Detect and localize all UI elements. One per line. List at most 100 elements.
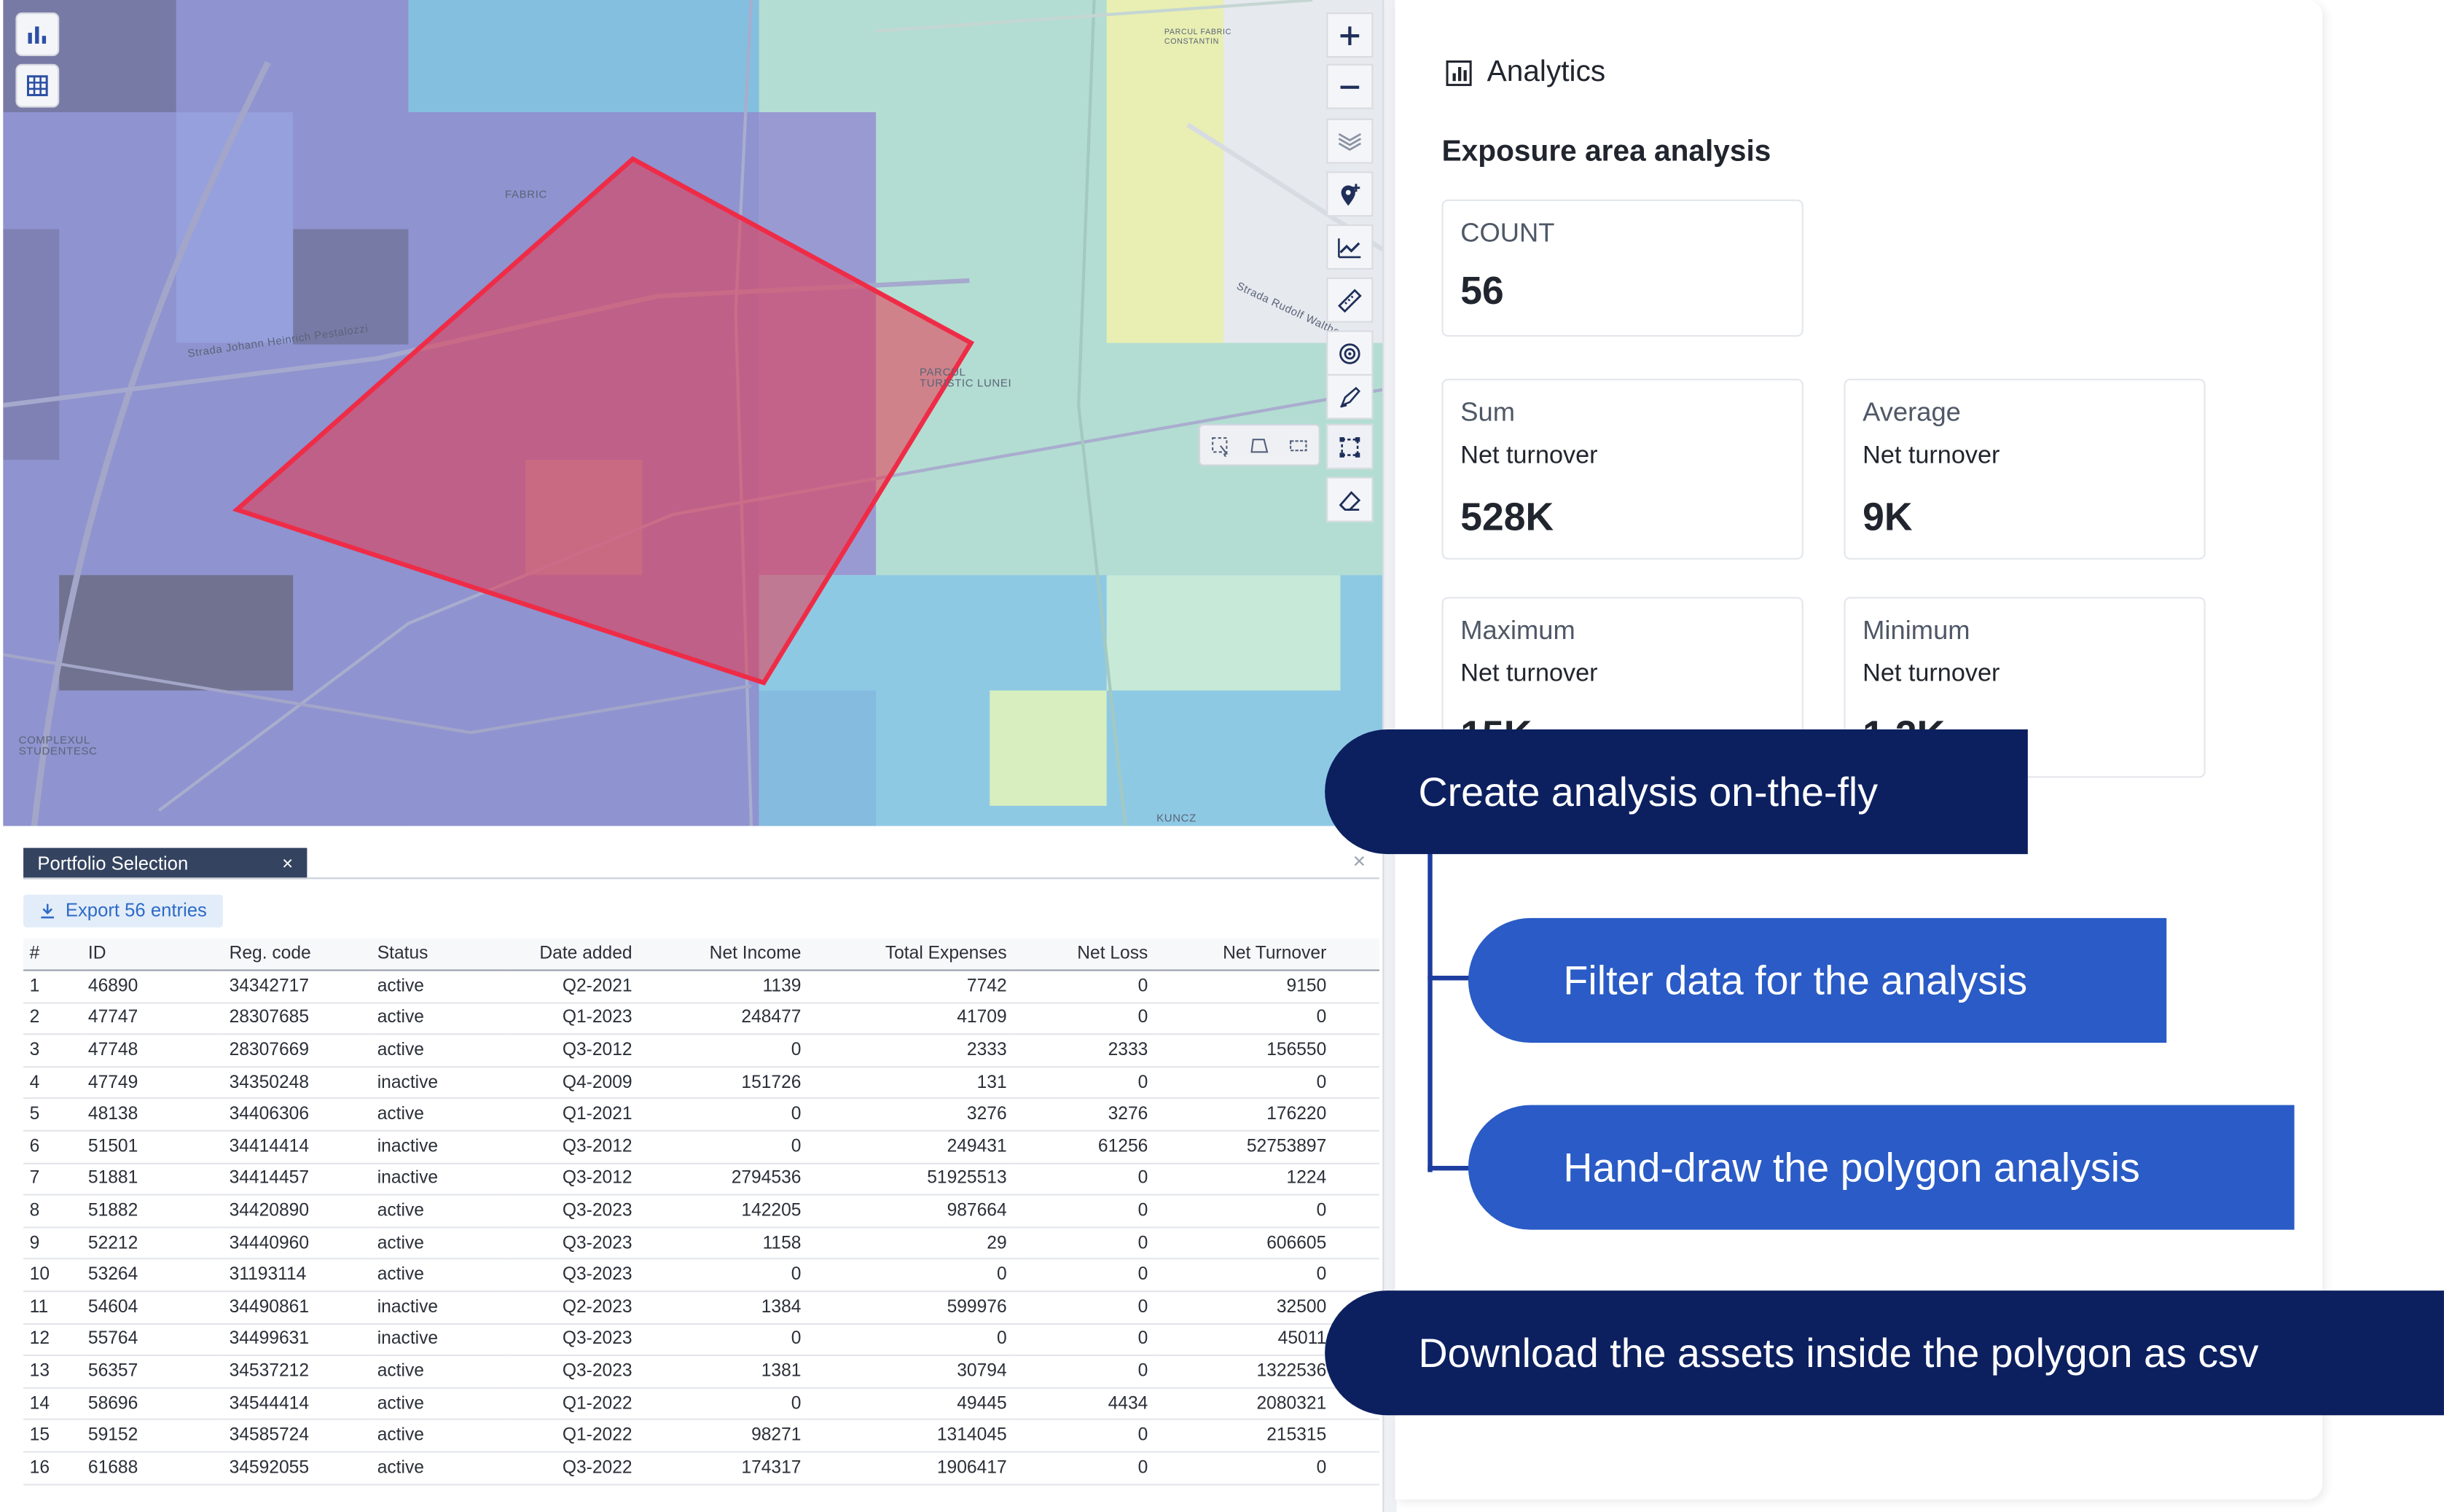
table-cell: 0 [1013,1291,1154,1325]
chart-line-button[interactable] [1326,224,1374,270]
table-row[interactable]: 3 47748 28307669 active Q3-2012 0 2333 2333 1565… [23,1034,1380,1068]
table-cell: active [371,1387,506,1421]
table-cell: 34414457 [223,1162,372,1196]
table-cell: 34490861 [223,1291,372,1325]
table-cell: 31193114 [223,1258,372,1293]
table-row[interactable]: 7 51881 34414457 inactive Q3-2012 2794536 5192… [23,1162,1380,1196]
table-row[interactable]: 1 46890 34342717 active Q2-2021 1139 7742 0 9150 [23,970,1380,1003]
table-row[interactable]: 8 51882 34420890 active Q3-2023 142205 987664 0… [23,1194,1380,1228]
table-cell: 16 [23,1452,82,1485]
map-label-fabric: FABRIC [505,189,547,201]
measure-button[interactable] [1326,277,1374,323]
plus-icon [1340,26,1360,44]
table-cell: active [371,1034,506,1068]
table-cell: 0 [1013,1066,1154,1100]
column-header[interactable]: Net Loss [1013,938,1154,971]
table-row[interactable]: 11 54604 34490861 inactive Q2-2023 1384 599976… [23,1291,1380,1325]
table-cell: 2333 [807,1034,1014,1068]
table-row[interactable]: 5 48138 34406306 active Q1-2021 0 3276 3276 1762… [23,1098,1380,1132]
close-tab-icon[interactable]: × [282,853,294,874]
table-cell: 61256 [1013,1130,1154,1164]
table-row[interactable]: 15 59152 34585724 active Q1-2022 98271 1314045… [23,1419,1380,1453]
average-card: Average Net turnover 9K [1844,378,2206,560]
table-cell: 1158 [638,1226,808,1261]
table-cell: 0 [1154,1452,1380,1485]
column-header[interactable]: Date added [506,938,639,971]
chart-view-button[interactable] [15,12,60,57]
table-row[interactable]: 16 61688 34592055 active Q3-2022 174317 190641… [23,1452,1380,1485]
column-header[interactable]: Net Turnover [1154,938,1380,971]
table-cell: 249431 [807,1130,1014,1164]
pencil-button[interactable] [1326,374,1374,420]
polygon-select-icon[interactable] [1248,434,1270,456]
analytics-header: Analytics [1445,56,1605,90]
table-cell: 3 [23,1034,82,1068]
callout-branch [1427,1165,1472,1171]
layers-button[interactable] [1326,118,1374,164]
table-row[interactable]: 14 58696 34544414 active Q1-2022 0 49445 4434 20… [23,1387,1380,1421]
radius-button[interactable] [1326,330,1374,376]
table-cell: 13 [23,1355,82,1389]
analysis-subtitle: Exposure area analysis [1441,136,1771,169]
column-header[interactable]: Total Expenses [807,938,1014,971]
callout-hand-draw: Hand-draw the polygon analysis [1468,1105,2295,1230]
data-table: # ID Reg. code Status Date added Net Inc… [23,938,1380,1485]
add-location-button[interactable] [1326,171,1374,217]
draw-selection-button[interactable] [1326,423,1374,469]
tab-divider [23,877,1380,880]
table-row[interactable]: 9 52212 34440960 active Q3-2023 1158 29 0 606605 [23,1226,1380,1261]
table-cell: 52753897 [1154,1130,1380,1164]
column-header[interactable]: Status [371,938,506,971]
column-header[interactable]: Net Income [638,938,808,971]
minimum-field: Net turnover [1863,660,2000,688]
tab-portfolio-selection[interactable]: Portfolio Selection × [23,847,308,880]
table-cell: 41709 [807,1002,1014,1035]
column-header[interactable]: # [23,938,82,971]
export-button[interactable]: Export 56 entries [23,894,223,928]
table-cell: 34440960 [223,1226,372,1261]
table-row[interactable]: 12 55764 34499631 inactive Q3-2023 0 0 0 45011 [23,1323,1380,1357]
table-cell: 98271 [638,1419,808,1453]
callout-connector [1427,850,1433,1172]
column-header[interactable]: Reg. code [223,938,372,971]
table-row[interactable]: 6 51501 34414414 inactive Q3-2012 0 249431 6125… [23,1130,1380,1164]
table-cell: 15 [23,1419,82,1453]
table-cell: active [371,1258,506,1293]
table-view-button[interactable] [15,63,60,108]
line-chart-icon [1338,238,1361,258]
maximum-field: Net turnover [1460,660,1598,688]
table-row[interactable]: 2 47747 28307685 active Q1-2023 248477 41709 0 0 [23,1002,1380,1035]
zoom-out-button[interactable] [1326,63,1374,109]
map-view[interactable]: FABRIC COMPLEXUL STUDENTESC PARCUL TURIS… [3,0,1383,826]
sum-field: Net turnover [1460,442,1598,469]
rectangle-select-icon[interactable] [1288,434,1309,456]
table-row[interactable]: 10 53264 31193114 active Q3-2023 0 0 0 0 [23,1258,1380,1293]
table-cell: 53264 [82,1258,224,1293]
average-value: 9K [1863,495,1913,540]
eraser-button[interactable] [1326,477,1374,522]
table-row[interactable]: 4 47749 34350248 inactive Q4-2009 151726 131 0 0 [23,1066,1380,1100]
table-header-row: # ID Reg. code Status Date added Net Inc… [23,938,1380,971]
table-cell: 11 [23,1291,82,1325]
table-cell: 0 [1154,1258,1380,1293]
tab-label: Portfolio Selection [37,853,189,874]
zoom-in-button[interactable] [1326,12,1374,58]
table-cell: 0 [1154,1066,1380,1100]
table-cell: 0 [638,1258,808,1293]
table-cell: 29 [807,1226,1014,1261]
table-cell: 0 [638,1034,808,1068]
close-panel-icon[interactable]: × [1352,847,1366,873]
table-cell: Q2-2021 [506,970,639,1003]
table-row[interactable]: 13 56357 34537212 active Q3-2023 1381 30794 0 13… [23,1355,1380,1389]
location-pin-icon [1341,183,1360,205]
table-cell: 151726 [638,1066,808,1100]
table-cell: 156550 [1154,1034,1380,1068]
table-cell: 51501 [82,1130,224,1164]
table-cell: 12 [23,1323,82,1357]
freehand-select-icon[interactable] [1209,434,1231,456]
table-cell: 0 [638,1387,808,1421]
column-header[interactable]: ID [82,938,224,971]
table-cell: 0 [1013,1162,1154,1196]
table-cell: 606605 [1154,1226,1380,1261]
callout-create-analysis: Create analysis on-the-fly [1325,729,2028,855]
